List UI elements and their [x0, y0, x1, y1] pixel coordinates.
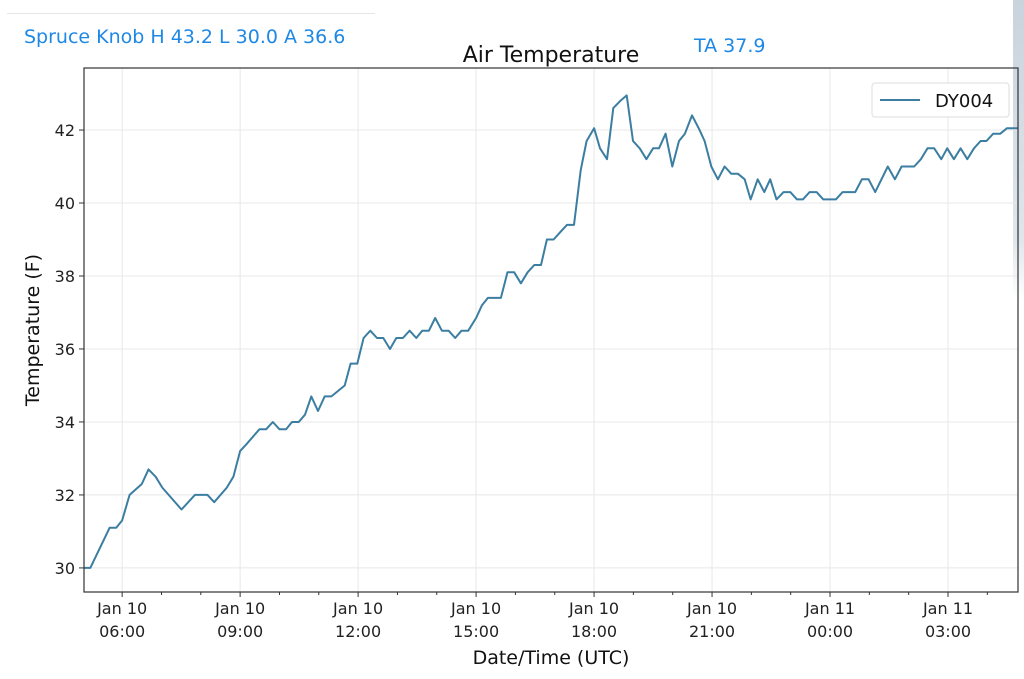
y-axis-label: Temperature (F) [22, 254, 44, 407]
x-tick-date: Jan 11 [804, 599, 855, 618]
axis-ticks: 30 32 34 36 38 40 42 Jan 10 06:00 Jan 10 09:00 Jan … [55, 121, 988, 641]
x-tick-time: 18:00 [571, 622, 617, 641]
x-tick-date: Jan 11 [922, 599, 973, 618]
y-tick-label: 40 [55, 194, 75, 213]
x-tick-time: 12:00 [335, 622, 381, 641]
station-summary: Spruce Knob H 43.2 L 30.0 A 36.6 [24, 26, 346, 48]
y-tick-label: 36 [55, 340, 75, 359]
y-tick-label: 30 [55, 559, 75, 578]
x-tick-time: 15:00 [453, 622, 499, 641]
series-line-dy004 [84, 94, 1018, 569]
x-axis-label: Date/Time (UTC) [473, 647, 630, 669]
plot-frame [83, 67, 1019, 593]
y-tick-label: 32 [55, 486, 75, 505]
x-tick-date: Jan 10 [568, 599, 619, 618]
chart-title: Air Temperature [463, 43, 640, 68]
x-tick-time: 06:00 [99, 622, 145, 641]
y-tick-label: 42 [55, 121, 75, 140]
legend-label: DY004 [935, 91, 993, 112]
x-tick-date: Jan 10 [214, 599, 265, 618]
x-tick-time: 00:00 [807, 622, 853, 641]
x-tick-time: 21:00 [689, 622, 735, 641]
x-tick-time: 09:00 [217, 622, 263, 641]
header-divider [7, 13, 375, 14]
x-tick-time: 03:00 [925, 622, 971, 641]
ta-readout: TA 37.9 [694, 35, 766, 57]
x-tick-date: Jan 10 [686, 599, 737, 618]
x-tick-date: Jan 10 [96, 599, 147, 618]
y-tick-label: 34 [55, 413, 75, 432]
y-tick-label: 38 [55, 267, 75, 286]
legend: DY004 [871, 82, 1010, 118]
legend-box [871, 82, 1010, 118]
x-tick-date: Jan 10 [332, 599, 383, 618]
x-tick-date: Jan 10 [450, 599, 501, 618]
grid [84, 68, 1018, 592]
